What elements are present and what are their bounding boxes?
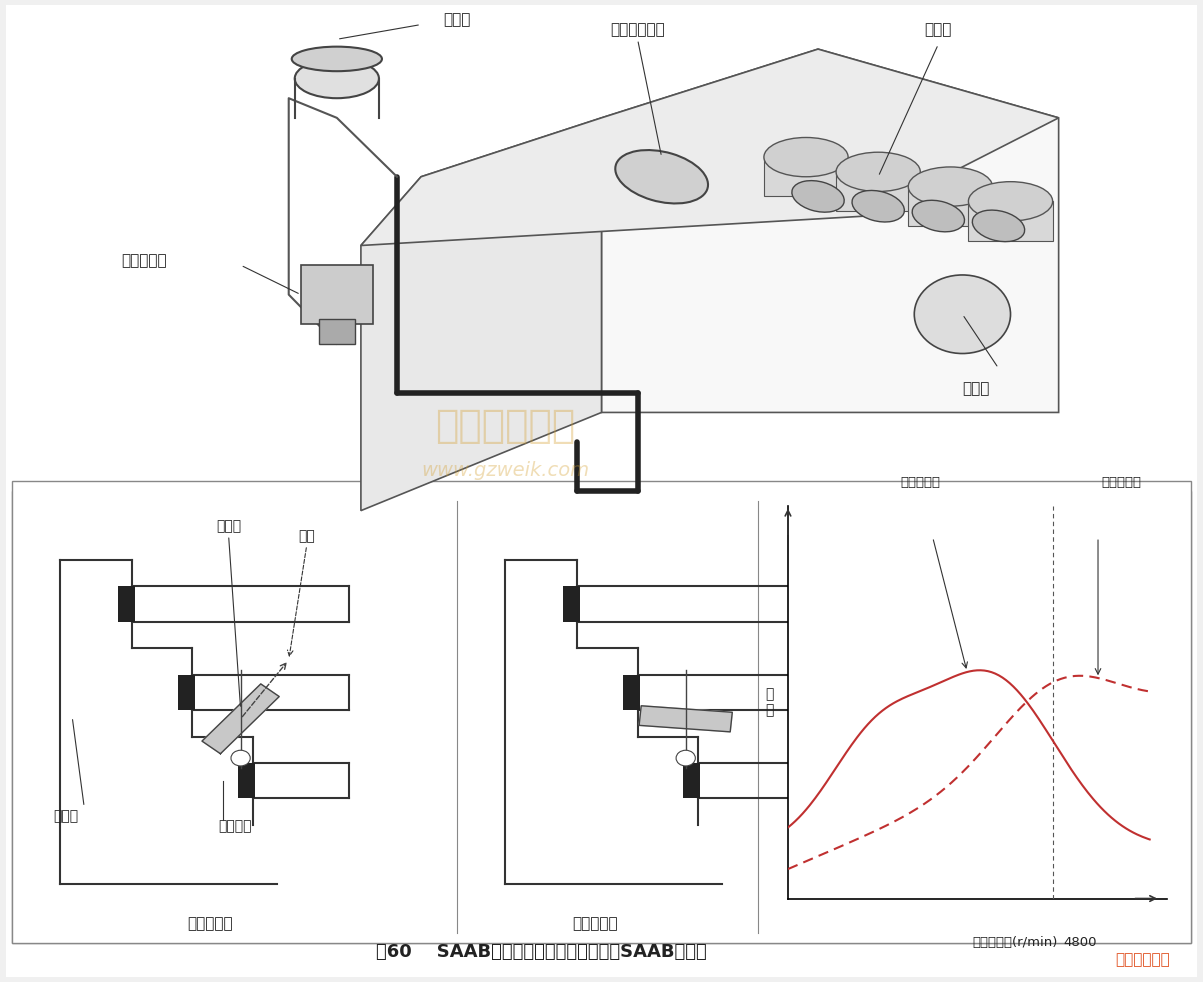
Bar	[238, 763, 255, 798]
Text: 图60    SAAB汽车采用的可变进气系统（SAAB公司）: 图60 SAAB汽车采用的可变进气系统（SAAB公司）	[377, 944, 706, 961]
Polygon shape	[639, 706, 733, 732]
Bar	[12, 481, 1191, 943]
Text: 控制阀打开: 控制阀打开	[573, 916, 618, 931]
Text: 彩虹网址导航: 彩虹网址导航	[1115, 953, 1171, 967]
Bar	[623, 675, 640, 710]
Circle shape	[676, 750, 695, 766]
Polygon shape	[602, 49, 1059, 412]
Bar	[683, 763, 700, 798]
Circle shape	[231, 750, 250, 766]
Text: 进气室: 进气室	[962, 381, 990, 396]
Ellipse shape	[908, 167, 992, 206]
Text: 进气支管: 进气支管	[218, 819, 251, 833]
Ellipse shape	[912, 200, 965, 232]
Text: 进气室: 进气室	[54, 809, 78, 823]
Ellipse shape	[792, 181, 845, 212]
Ellipse shape	[292, 47, 383, 72]
Polygon shape	[361, 49, 1059, 246]
Text: 真空: 真空	[298, 529, 315, 543]
Circle shape	[914, 275, 1011, 354]
Text: 真空室: 真空室	[444, 13, 470, 27]
Text: 转
矩: 转 矩	[765, 687, 774, 717]
Bar	[319, 319, 355, 344]
Polygon shape	[836, 172, 920, 211]
Ellipse shape	[836, 152, 920, 191]
Text: 三元电磁阀: 三元电磁阀	[122, 253, 167, 268]
Text: 控制阀打开: 控制阀打开	[1102, 476, 1142, 489]
Text: 膜片式执行器: 膜片式执行器	[610, 23, 665, 37]
Text: 控制阀: 控制阀	[925, 23, 952, 37]
Bar	[178, 675, 195, 710]
Text: 控制阀: 控制阀	[217, 519, 241, 533]
Text: 控制阀关闭: 控制阀关闭	[188, 916, 233, 931]
Ellipse shape	[852, 191, 905, 222]
Bar	[563, 586, 580, 622]
Bar	[301, 265, 373, 324]
Ellipse shape	[764, 137, 848, 177]
Polygon shape	[764, 157, 848, 196]
Ellipse shape	[968, 182, 1053, 221]
Polygon shape	[361, 118, 602, 511]
Ellipse shape	[615, 150, 709, 203]
Text: 4800: 4800	[1063, 936, 1096, 949]
Ellipse shape	[972, 210, 1025, 242]
Text: 发动机转速(r/min): 发动机转速(r/min)	[973, 936, 1057, 949]
Ellipse shape	[295, 59, 379, 98]
Polygon shape	[968, 201, 1053, 241]
Text: 控制阀关闭: 控制阀关闭	[901, 476, 941, 489]
Text: 精通维修下载: 精通维修下载	[435, 407, 575, 445]
Bar	[118, 586, 135, 622]
Polygon shape	[202, 683, 279, 754]
Text: www.gzweik.com: www.gzweik.com	[421, 462, 589, 480]
Polygon shape	[908, 187, 992, 226]
Bar	[12, 491, 1191, 943]
